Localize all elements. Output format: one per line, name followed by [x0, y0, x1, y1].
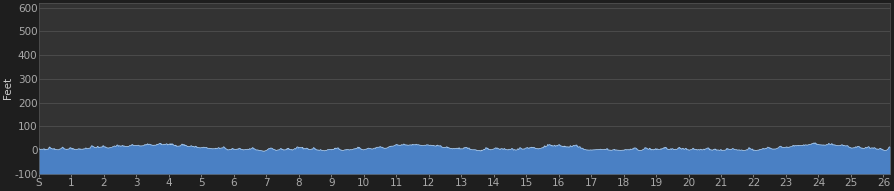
- Y-axis label: Feet: Feet: [3, 77, 13, 100]
